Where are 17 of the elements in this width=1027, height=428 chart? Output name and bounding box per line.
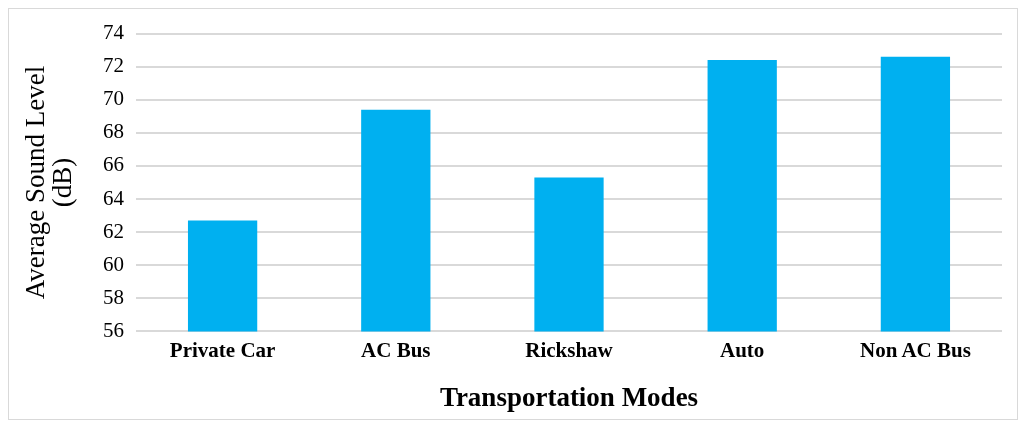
x-tick-label: Auto (720, 338, 765, 363)
y-tick-label: 58 (103, 284, 124, 309)
y-tick-label: 66 (103, 152, 124, 177)
y-tick-label: 60 (103, 251, 124, 276)
y-tick-label: 64 (103, 185, 125, 210)
y-tick-label: 56 (103, 317, 124, 342)
y-tick-label: 62 (103, 218, 124, 243)
y-tick-label: 72 (103, 53, 124, 78)
y-axis-title: Average Sound Level (dB) (19, 65, 77, 300)
y-tick-label: 70 (103, 86, 124, 111)
x-tick-label: Rickshaw (525, 338, 614, 363)
y-tick-label: 74 (103, 20, 125, 45)
x-tick-label: Private Car (169, 338, 276, 363)
x-tick-label: Non AC Bus (859, 338, 971, 363)
x-tick-label: AC Bus (361, 338, 431, 363)
x-axis-title: Transportation Modes (439, 381, 699, 412)
y-tick-label: 68 (103, 119, 124, 144)
